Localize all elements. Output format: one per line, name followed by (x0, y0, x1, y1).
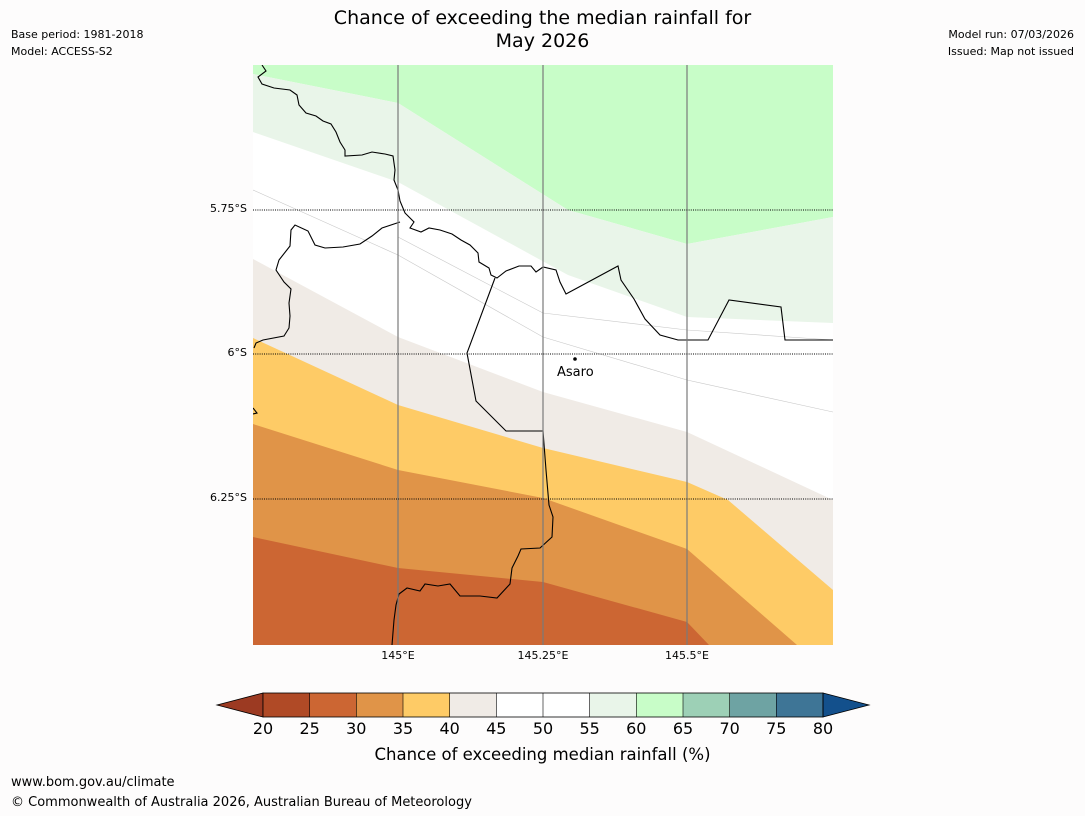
colorbar-tick: 40 (439, 719, 460, 738)
metadata-left: Base period: 1981-2018 Model: ACCESS-S2 (11, 26, 143, 60)
colorbar-segment (543, 693, 590, 717)
colorbar-segment (449, 693, 497, 717)
colorbar-segment (683, 693, 730, 717)
colorbar-extend-low (215, 692, 264, 718)
colorbar-tick: 35 (392, 719, 414, 738)
base-period: Base period: 1981-2018 (11, 28, 144, 41)
metadata-right: Model run: 07/03/2026 Issued: Map not is… (948, 26, 1074, 60)
colorbar-segment (403, 693, 450, 717)
colorbar-segment (589, 693, 637, 717)
footer-url: www.bom.gov.au/climate (11, 775, 175, 790)
lat-label-5-75s: 5.75°S (210, 202, 247, 215)
colorbar-tick: 60 (626, 719, 647, 738)
colorbar-tick: 45 (486, 719, 507, 738)
title-line-1: Chance of exceeding the median rainfall … (333, 7, 752, 29)
lon-label-145-5e: 145.5°E (665, 649, 709, 662)
colorbar-segment (263, 693, 310, 717)
lon-label-145-25e: 145.25°E (517, 649, 569, 662)
colorbar-segment (496, 693, 543, 717)
issued-status: Issued: Map not issued (947, 45, 1074, 58)
colorbar-tick: 55 (579, 719, 600, 738)
colorbar-segment (776, 693, 823, 717)
lat-label-6s: 6°S (227, 346, 247, 359)
footer-copyright: © Commonwealth of Australia 2026, Austra… (11, 795, 472, 810)
coastline (257, 65, 833, 341)
colorbar (215, 692, 871, 718)
colorbar-extend-high (822, 692, 871, 718)
colorbar-tick: 65 (672, 719, 694, 738)
map-title: Chance of exceeding the median rainfall … (0, 7, 1085, 53)
colorbar-tick: 20 (252, 719, 274, 738)
lat-label-6-25s: 6.25°S (210, 491, 247, 504)
colorbar-tick: 25 (299, 719, 320, 738)
colorbar-title: Chance of exceeding median rainfall (%) (374, 745, 711, 764)
city-marker (573, 357, 577, 361)
contour-25-30 (253, 537, 709, 645)
colorbar-segment (356, 693, 403, 717)
colorbar-tick: 70 (719, 719, 740, 738)
title-line-2: May 2026 (495, 30, 590, 52)
rainfall-map (253, 65, 833, 645)
colorbar-tick: 30 (346, 719, 367, 738)
colorbar-segment (636, 693, 683, 717)
lon-label-145e: 145°E (381, 649, 415, 662)
model-name: Model: ACCESS-S2 (11, 45, 113, 58)
colorbar-segment (309, 693, 357, 717)
coastline-2 (253, 221, 401, 349)
colorbar-tick: 80 (812, 719, 834, 738)
colorbar-tick: 75 (766, 719, 787, 738)
city-label: Asaro (557, 365, 594, 380)
colorbar-segment (729, 693, 777, 717)
colorbar-tick: 50 (532, 719, 554, 738)
model-run: Model run: 07/03/2026 (948, 28, 1074, 41)
